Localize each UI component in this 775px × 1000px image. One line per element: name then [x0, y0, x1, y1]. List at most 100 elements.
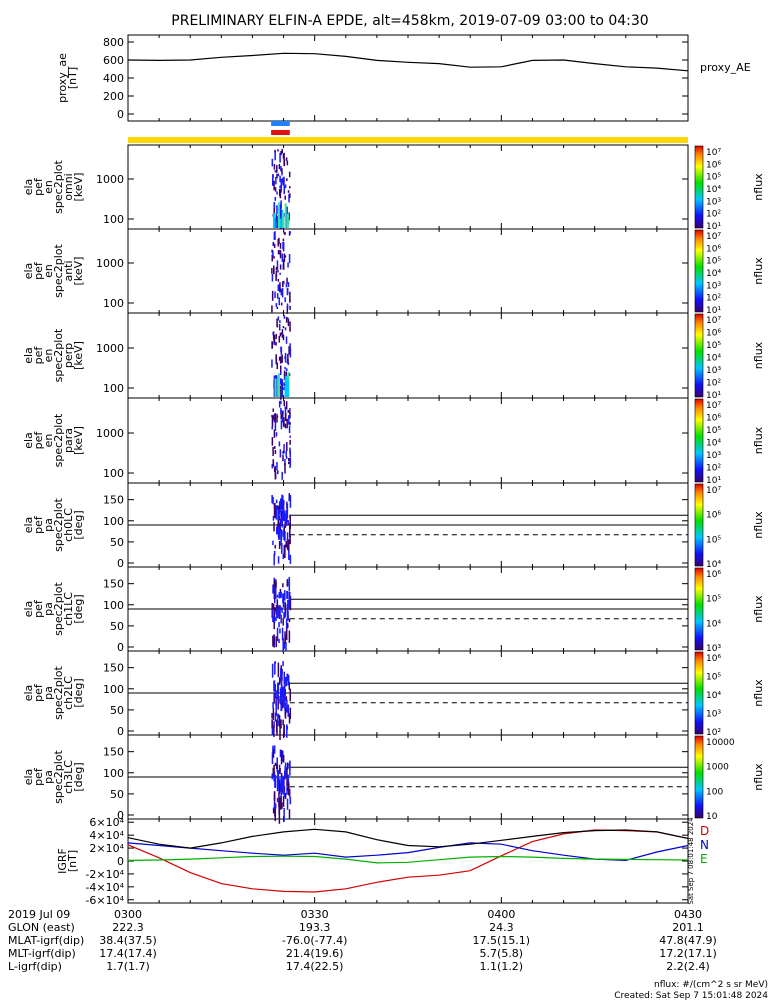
spectro-pixel [285, 283, 288, 288]
spectro-pixel [283, 184, 285, 195]
spectro-pixel [272, 332, 274, 336]
spectro-pixel [282, 637, 284, 653]
spectro-pixel [283, 671, 286, 685]
spectro-pixel [286, 610, 289, 620]
spectro-pixel [273, 607, 276, 622]
spectro-pixel [282, 454, 284, 462]
spectro-pixel [272, 807, 275, 814]
spectro-pixel [281, 471, 283, 480]
spectro-pixel [286, 532, 289, 542]
spectro-pixel [274, 689, 277, 699]
spectro-pixel [276, 462, 278, 471]
colorbar-tick-label: 10⁵ [706, 426, 721, 436]
spectro-pixel [271, 713, 273, 719]
spectro-pixel [272, 250, 274, 257]
spectro-pixel [289, 450, 292, 458]
spectro-pixel [285, 401, 288, 410]
colorbar-label: nflux [752, 595, 765, 623]
y-tick-label: 0 [117, 725, 124, 738]
spectro-pixel [279, 218, 282, 228]
spectro-pixel [278, 638, 280, 644]
spectro-pixel [280, 400, 282, 405]
spectro-pixel [276, 627, 279, 642]
spectro-pixel [281, 288, 284, 298]
spectro-pixel [285, 451, 287, 458]
spectro-pixel [277, 770, 280, 780]
y-tick-label: 0 [117, 557, 124, 570]
y-axis-label: pa [42, 770, 55, 784]
spectro-pixel [276, 413, 278, 423]
colorbar-tick-label: 10³ [706, 197, 721, 207]
spectro-pixel [286, 544, 288, 548]
y-tick-label: -6×10⁴ [85, 894, 124, 907]
colorbar-tick-label: 10⁴ [706, 185, 721, 195]
spectro-pixel [280, 498, 282, 513]
spectro-pixel [279, 386, 282, 394]
spectro-pixel [287, 520, 289, 525]
colorbar-tick-label: 10⁶ [706, 414, 721, 424]
y-tick-label: 4×10⁴ [89, 829, 124, 842]
ephemeris-row-label: MLAT-igrf(dip) [8, 934, 84, 947]
spectro-pixel [271, 773, 273, 780]
spectro-pixel [287, 318, 290, 326]
spectro-pixel [273, 429, 276, 438]
spectro-pixel [273, 764, 275, 774]
spectro-pixel [277, 250, 280, 254]
spectro-pixel [280, 179, 283, 183]
spectro-pixel [272, 540, 274, 546]
y-tick-label: 50 [110, 536, 124, 549]
ephemeris-value: 17.2(17.1) [659, 947, 717, 960]
y-axis-label: omni [62, 173, 75, 200]
spectro-pixel [283, 400, 286, 407]
y-axis-label: pef [32, 767, 45, 786]
y-tick-label: 100 [103, 599, 124, 612]
spectro-pixel [276, 375, 279, 397]
spectro-pixel [283, 417, 285, 428]
spectro-pixel [280, 749, 283, 765]
spectro-pixel [285, 336, 288, 344]
ephemeris-value: 2.2(2.4) [666, 960, 710, 973]
y-tick-label: 0 [117, 855, 124, 868]
spectro-pixel [273, 805, 276, 810]
spectro-pixel [281, 414, 284, 423]
spin-marker-top [271, 121, 290, 126]
spectro-pixel [282, 450, 284, 454]
spectro-pixel [287, 774, 290, 783]
colorbar [694, 313, 704, 398]
spectro-pixel [286, 579, 289, 587]
ephemeris-row-label: GLON (east) [8, 921, 75, 934]
spectro-pixel [289, 408, 291, 414]
spectro-pixel [278, 714, 280, 719]
colorbar-tick-label: 10⁵ [706, 595, 721, 605]
spectro-pixel [283, 315, 286, 319]
y-axis-label: ela [22, 517, 35, 534]
y-axis-label: en [42, 264, 55, 278]
spectro-pixel [271, 273, 274, 282]
spectro-pixel [289, 186, 291, 189]
spectro-pixel [279, 768, 281, 774]
spectro-pixel [286, 361, 289, 364]
spectro-pixel [279, 175, 281, 182]
y-axis-label: [nT] [66, 67, 79, 89]
spectro-pixel [274, 662, 276, 675]
y-axis-label: pa [42, 518, 55, 532]
spectro-pixel [278, 297, 281, 306]
spectro-pixel [275, 636, 277, 648]
spectro-pixel [288, 461, 290, 465]
spectro-pixel [271, 663, 274, 678]
y-tick-label: -2×10⁴ [85, 868, 124, 881]
colorbar-tick-label: 10⁶ [706, 511, 721, 521]
spectro-pixel [285, 413, 287, 422]
spectro-pixel [277, 373, 280, 397]
spectro-pixel [282, 504, 285, 516]
colorbar-tick-label: 10⁶ [706, 160, 721, 170]
spectro-pixel [288, 524, 291, 538]
spectro-pixel [288, 346, 290, 355]
spectrogram-spec-perp [271, 315, 292, 400]
spectro-pixel [282, 593, 285, 604]
colorbar-tick-label: 10⁷ [706, 316, 721, 326]
spectro-pixel [275, 176, 277, 185]
spectro-pixel [283, 176, 285, 185]
spectro-pixel [278, 540, 281, 549]
spectro-pixel [276, 723, 278, 736]
